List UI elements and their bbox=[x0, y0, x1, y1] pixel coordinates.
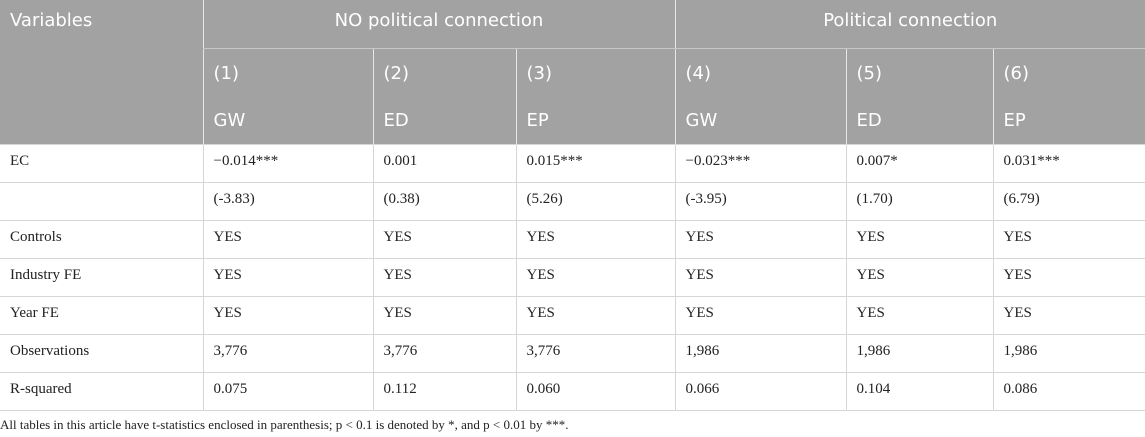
dependent-variable: EP bbox=[992, 96, 1145, 144]
table-row: Observations 3,776 3,776 3,776 1,986 1,986 1,9… bbox=[0, 333, 1145, 373]
corner-cell bbox=[0, 48, 203, 96]
header-row: Variables NO political connection Politica… bbox=[0, 0, 1145, 49]
dependent-variable: ED bbox=[372, 96, 516, 144]
row-label: EC bbox=[0, 143, 204, 183]
cell: −0.014*** bbox=[202, 143, 374, 183]
cell: YES bbox=[845, 219, 994, 259]
cell: YES bbox=[845, 295, 994, 335]
header-row: (1) (2) (3) (4) (5) (6) bbox=[0, 48, 1145, 96]
cell: 0.075 bbox=[202, 371, 374, 411]
row-label: Industry FE bbox=[0, 257, 204, 297]
column-number: (6) bbox=[992, 48, 1145, 96]
table-row: (-3.83) (0.38) (5.26) (-3.95) (1.70) (6.79) bbox=[0, 181, 1145, 221]
table-row: Controls YES YES YES YES YES YES bbox=[0, 219, 1145, 259]
cell: YES bbox=[202, 219, 374, 259]
dependent-variable: GW bbox=[674, 96, 847, 144]
cell: (-3.95) bbox=[674, 181, 847, 221]
column-number: (1) bbox=[202, 48, 373, 96]
cell: (6.79) bbox=[992, 181, 1145, 221]
row-label: Year FE bbox=[0, 295, 204, 335]
cell: 0.066 bbox=[674, 371, 847, 411]
cell: YES bbox=[372, 257, 517, 297]
cell: 1,986 bbox=[992, 333, 1145, 373]
cell: YES bbox=[674, 295, 847, 335]
cell: 0.015*** bbox=[515, 143, 676, 183]
table-row: EC −0.014*** 0.001 0.015*** −0.023*** 0.007* 0… bbox=[0, 143, 1145, 183]
footnote: All tables in this article have t-statis… bbox=[0, 417, 569, 432]
row-label: R-squared bbox=[0, 371, 204, 411]
column-number: (3) bbox=[515, 48, 676, 96]
cell: 3,776 bbox=[202, 333, 374, 373]
cell: 3,776 bbox=[372, 333, 517, 373]
dependent-variable: EP bbox=[515, 96, 676, 144]
cell: YES bbox=[372, 219, 517, 259]
cell: 0.112 bbox=[372, 371, 517, 411]
table-row: R-squared 0.075 0.112 0.060 0.066 0.104 0.086 bbox=[0, 371, 1145, 411]
column-number: (4) bbox=[674, 48, 847, 96]
cell: 0.060 bbox=[515, 371, 676, 411]
cell: (0.38) bbox=[372, 181, 517, 221]
cell: 0.001 bbox=[372, 143, 517, 183]
cell: 1,986 bbox=[674, 333, 847, 373]
row-label: Observations bbox=[0, 333, 204, 373]
cell: YES bbox=[845, 257, 994, 297]
header-row: GW ED EP GW ED EP bbox=[0, 96, 1145, 144]
table-body: EC −0.014*** 0.001 0.015*** −0.023*** 0.007* 0… bbox=[0, 143, 1145, 411]
cell: YES bbox=[202, 295, 374, 335]
cell: YES bbox=[674, 219, 847, 259]
dependent-variable: ED bbox=[845, 96, 994, 144]
cell: YES bbox=[992, 219, 1145, 259]
cell: 1,986 bbox=[845, 333, 994, 373]
table-head: Variables NO political connection Politica… bbox=[0, 0, 1145, 144]
dependent-variable: GW bbox=[202, 96, 373, 144]
column-number: (5) bbox=[845, 48, 994, 96]
cell: (-3.83) bbox=[202, 181, 374, 221]
cell: 0.007* bbox=[845, 143, 994, 183]
cell: YES bbox=[674, 257, 847, 297]
cell: 3,776 bbox=[515, 333, 676, 373]
cell: YES bbox=[515, 257, 676, 297]
cell: YES bbox=[992, 295, 1145, 335]
cell: YES bbox=[202, 257, 374, 297]
cell: 0.031*** bbox=[992, 143, 1145, 183]
group-header: NO political connection bbox=[202, 0, 676, 49]
corner-cell bbox=[0, 96, 203, 144]
cell: YES bbox=[515, 219, 676, 259]
results-table: Variables NO political connection Politica… bbox=[0, 0, 1145, 411]
table-row: Year FE YES YES YES YES YES YES bbox=[0, 295, 1145, 335]
table-row: Industry FE YES YES YES YES YES YES bbox=[0, 257, 1145, 297]
cell: −0.023*** bbox=[674, 143, 847, 183]
cell: (5.26) bbox=[515, 181, 676, 221]
cell: (1.70) bbox=[845, 181, 994, 221]
cell: YES bbox=[515, 295, 676, 335]
cell: YES bbox=[992, 257, 1145, 297]
row-label: Controls bbox=[0, 219, 204, 259]
cell: 0.086 bbox=[992, 371, 1145, 411]
group-header: Political connection bbox=[674, 0, 1145, 49]
corner-cell: Variables bbox=[0, 0, 203, 48]
row-label bbox=[0, 181, 204, 221]
cell: 0.104 bbox=[845, 371, 994, 411]
cell: YES bbox=[372, 295, 517, 335]
column-number: (2) bbox=[372, 48, 516, 96]
